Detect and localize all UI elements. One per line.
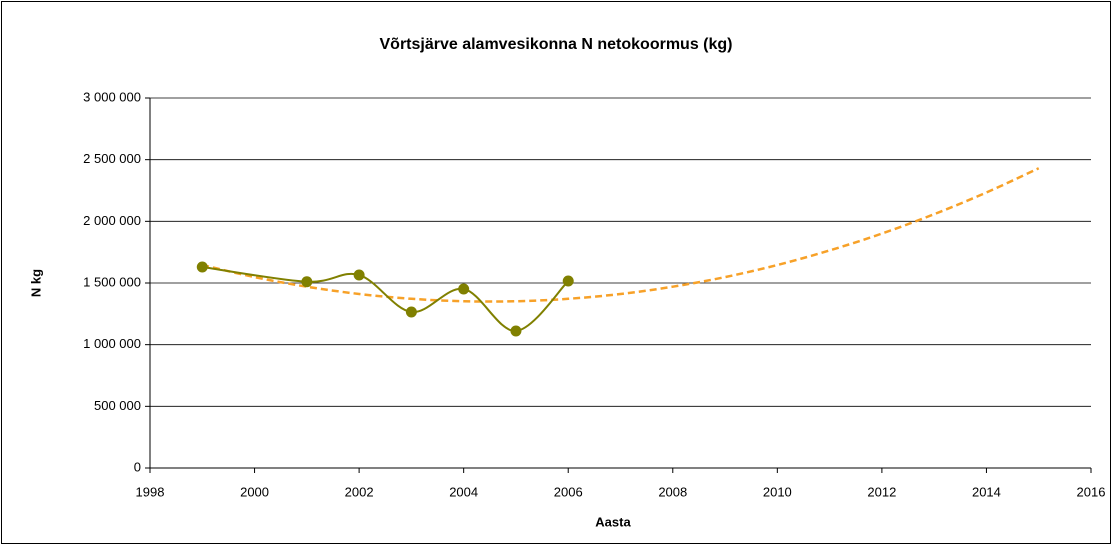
data-point xyxy=(562,275,574,287)
y-tick-label: 0 xyxy=(134,459,141,474)
data-point xyxy=(301,276,313,288)
trend-line xyxy=(201,167,1040,303)
x-tick-label: 2002 xyxy=(345,484,374,499)
y-axis-label: N kg xyxy=(28,269,43,297)
x-tick-label: 2016 xyxy=(1077,484,1106,499)
y-tick-label: 1 000 000 xyxy=(83,336,141,351)
y-tick-label: 500 000 xyxy=(94,398,141,413)
data-point xyxy=(510,325,522,337)
x-tick-label: 2006 xyxy=(554,484,583,499)
x-tick-label: 2004 xyxy=(449,484,478,499)
data-point xyxy=(458,283,470,295)
x-tick-label: 1998 xyxy=(136,484,165,499)
x-tick-label: 2014 xyxy=(972,484,1001,499)
x-tick-label: 2010 xyxy=(763,484,792,499)
x-tick-label: 2008 xyxy=(658,484,687,499)
x-tick-label: 2000 xyxy=(240,484,269,499)
y-tick-label: 3 000 000 xyxy=(83,89,141,104)
x-axis-label: Aasta xyxy=(595,514,631,529)
chart-title: Võrtsjärve alamvesikonna N netokoormus (… xyxy=(380,36,733,53)
y-tick-label: 1 500 000 xyxy=(83,274,141,289)
y-tick-label: 2 000 000 xyxy=(83,213,141,228)
data-point xyxy=(196,261,208,273)
x-tick-label: 2012 xyxy=(867,484,896,499)
y-tick-label: 2 500 000 xyxy=(83,151,141,166)
data-point xyxy=(405,306,417,318)
data-point xyxy=(353,269,365,281)
